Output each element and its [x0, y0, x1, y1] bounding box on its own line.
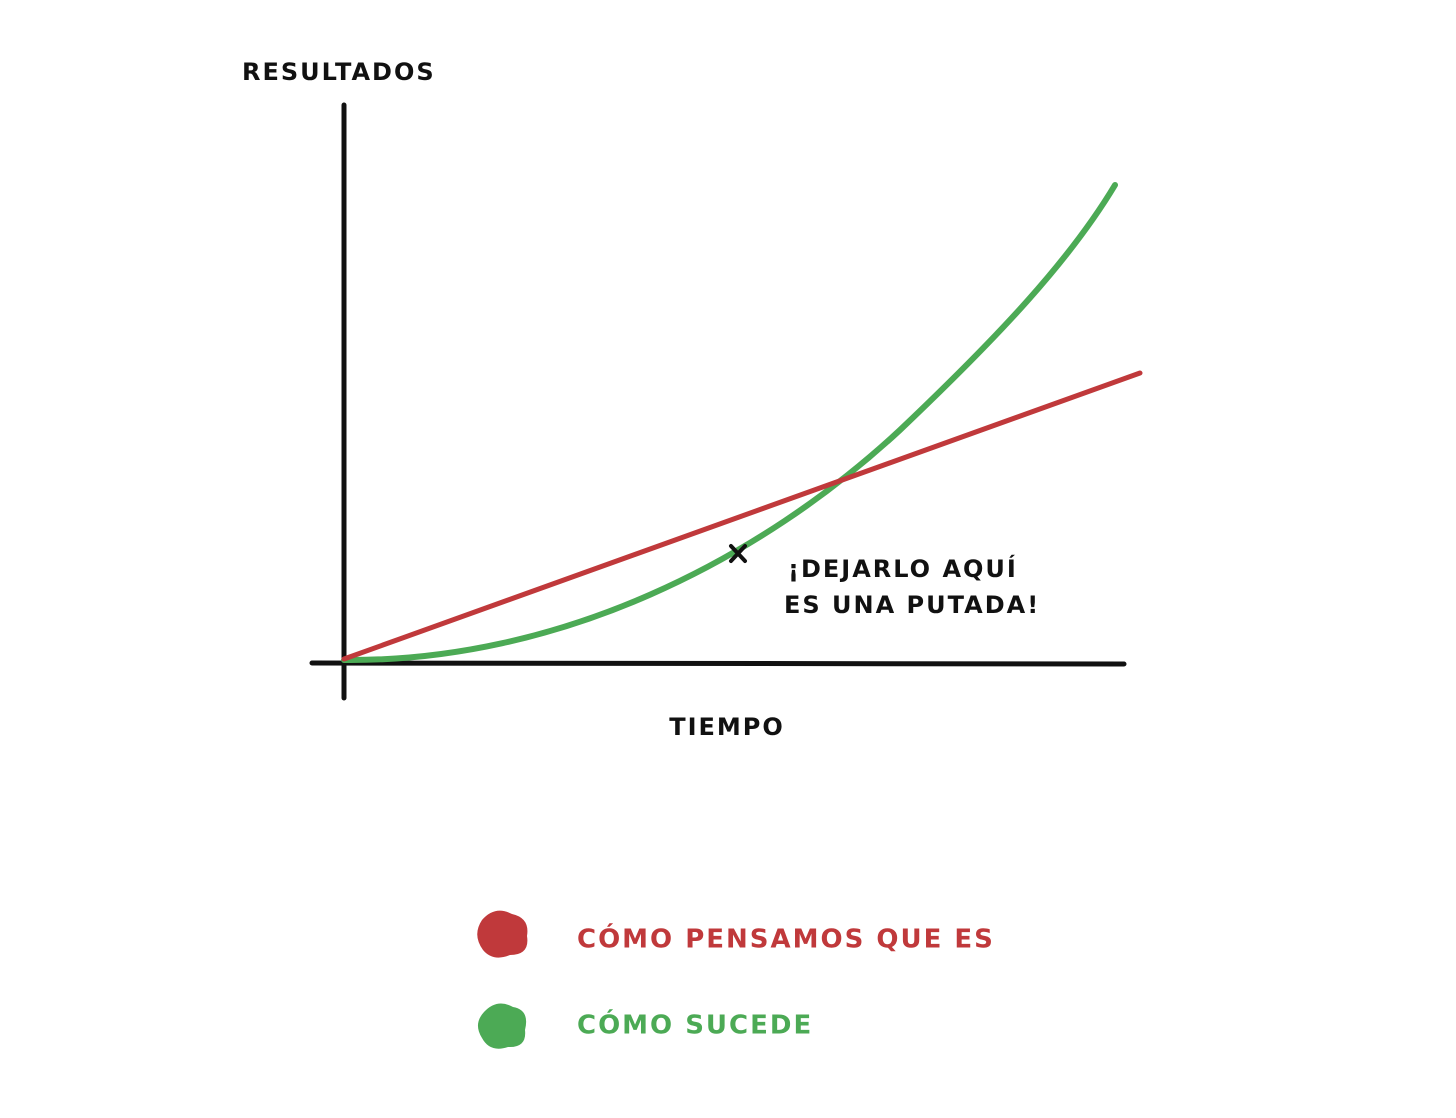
x-axis	[309, 660, 1127, 667]
legend-swatch	[477, 910, 528, 958]
y-axis-label: RESULTADOS	[242, 58, 436, 86]
legend-label: CÓMO SUCEDE	[577, 1009, 813, 1041]
annotation-line: ES UNA PUTADA!	[784, 591, 1040, 619]
actual-curve	[341, 182, 1118, 664]
expected-line	[341, 370, 1143, 662]
legend-swatch	[477, 1003, 527, 1049]
annotation-line: ¡DEJARLO AQUÍ	[788, 554, 1018, 583]
legend-label: CÓMO PENSAMOS QUE ES	[577, 923, 995, 955]
x-axis-label: TIEMPO	[669, 713, 785, 741]
cross-marker	[729, 544, 747, 563]
